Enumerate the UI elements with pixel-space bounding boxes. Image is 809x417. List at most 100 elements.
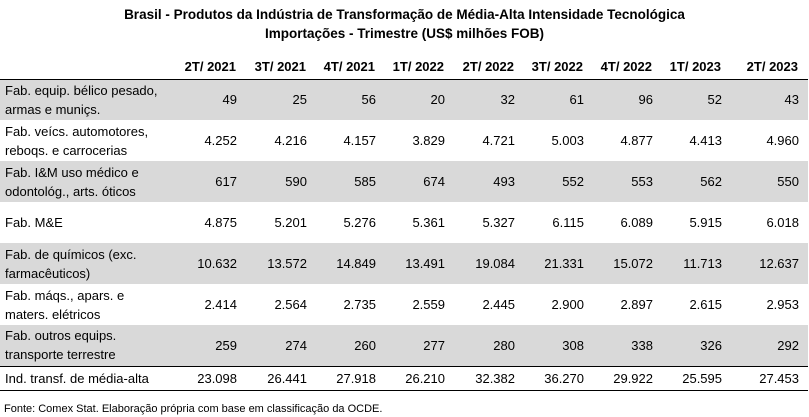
column-header: 2T/ 2023 [746,58,798,74]
value-cell: 32 [500,92,515,108]
value-cell: 4.875 [204,215,237,230]
value-cell: 2.445 [482,297,515,312]
value-cell: 2.897 [620,297,653,312]
value-cell: 6.115 [552,215,584,230]
row-label: Fab. de químicos (exc. farmacêuticos) [5,246,137,281]
value-cell: 493 [493,174,515,189]
value-cell: 292 [777,337,799,353]
value-cell: 2.953 [766,297,799,312]
value-cell: 15.072 [613,256,653,271]
value-cell: 674 [423,174,445,189]
column-header: 4T/ 2021 [323,58,375,74]
column-header: 1T/ 2023 [669,58,721,74]
value-cell: 4.157 [343,133,376,148]
total-value-cell: 26.210 [405,370,445,386]
value-cell: 553 [631,174,653,189]
column-header: 2T/ 2022 [462,58,514,74]
table-row: Fab. outros equips. transporte terrestre… [0,325,808,366]
column-header: 3T/ 2022 [531,58,583,74]
table-title: Brasil - Produtos da Indústria de Transf… [0,5,809,43]
value-cell: 2.900 [551,297,584,312]
value-cell: 274 [285,337,307,353]
value-cell: 5.201 [274,215,307,230]
total-value-cell: 36.270 [544,370,584,386]
table-row: Fab. de químicos (exc. farmacêuticos) 10.… [0,243,808,284]
header-corner [0,54,168,79]
value-cell: 338 [631,337,653,353]
imports-table: 2T/ 2021 3T/ 2021 4T/ 2021 1T/ 2022 2T/ … [0,54,808,391]
value-cell: 260 [354,337,376,353]
column-header: 3T/ 2021 [254,58,306,74]
row-label: Fab. M&E [5,215,63,230]
value-cell: 2.559 [412,297,445,312]
total-value-cell: 29.922 [613,370,653,386]
total-value-cell: 32.382 [475,370,515,386]
value-cell: 43 [784,92,799,108]
value-cell: 5.327 [482,215,515,230]
value-cell: 552 [562,174,584,189]
value-cell: 13.572 [267,256,307,271]
value-cell: 2.414 [204,297,237,312]
value-cell: 6.018 [766,215,799,230]
value-cell: 4.413 [689,133,722,148]
value-cell: 61 [569,92,584,108]
value-cell: 590 [285,174,307,189]
value-cell: 96 [638,92,653,108]
value-cell: 12.637 [759,256,799,271]
value-cell: 13.491 [405,256,445,271]
value-cell: 10.632 [197,256,237,271]
value-cell: 4.216 [274,133,307,148]
value-cell: 277 [423,337,445,353]
value-cell: 56 [361,92,376,108]
value-cell: 280 [493,337,515,353]
value-cell: 52 [707,92,722,108]
value-cell: 2.735 [343,297,376,312]
total-row: Ind. transf. de média-alta 23.098 26.441 27… [0,366,808,390]
column-header: 1T/ 2022 [392,58,444,74]
value-cell: 49 [222,92,237,108]
table-body: Fab. equip. bélico pesado, armas e muniç… [0,79,808,390]
total-value-cell: 27.453 [759,370,799,386]
row-label: Fab. máqs., apars. e maters. elétricos [5,287,125,322]
value-cell: 19.084 [475,256,515,271]
table-row: Fab. I&M uso médico e odontológ., arts. … [0,161,808,202]
value-cell: 5.915 [689,215,722,230]
value-cell: 2.615 [689,297,722,312]
row-label: Fab. veícs. automotores, reboqs. e carro… [5,123,149,158]
value-cell: 259 [215,337,237,353]
value-cell: 25 [292,92,307,108]
value-cell: 326 [700,337,722,353]
total-value-cell: 26.441 [267,370,307,386]
value-cell: 5.276 [343,215,376,230]
table-row: Fab. equip. bélico pesado, armas e muniç… [0,79,808,120]
value-cell: 4.721 [482,133,515,148]
row-label: Fab. outros equips. transporte terrestre [5,328,117,363]
header-row: 2T/ 2021 3T/ 2021 4T/ 2021 1T/ 2022 2T/ … [0,54,808,79]
total-value-cell: 23.098 [197,370,237,386]
value-cell: 11.713 [683,256,722,271]
value-cell: 4.252 [204,133,237,148]
value-cell: 617 [215,174,237,189]
value-cell: 585 [354,174,376,189]
total-value-cell: 25.595 [682,370,722,386]
title-line-2: Importações - Trimestre (US$ milhões FOB… [264,26,545,41]
value-cell: 308 [562,337,584,353]
value-cell: 4.960 [766,133,799,148]
table-row: Fab. máqs., apars. e maters. elétricos 2.… [0,284,808,325]
title-line-1: Brasil - Produtos da Indústria de Transf… [124,7,685,22]
total-label: Ind. transf. de média-alta [5,370,149,386]
total-value-cell: 27.918 [336,370,376,386]
value-cell: 562 [700,174,722,189]
table-row: Fab. veícs. automotores, reboqs. e carro… [0,120,808,161]
row-label: Fab. I&M uso médico e odontológ., arts. … [5,164,139,199]
source-note: Fonte: Comex Stat. Elaboração própria co… [4,403,383,415]
value-cell: 5.003 [551,133,584,148]
value-cell: 550 [777,174,799,189]
table-row: Fab. M&E 4.875 5.201 5.276 5.361 5.327 6.115 6.… [0,202,808,243]
value-cell: 14.849 [336,256,376,271]
row-label: Fab. equip. bélico pesado, armas e muniç… [5,82,158,117]
value-cell: 5.361 [412,215,445,230]
column-header: 4T/ 2022 [600,58,652,74]
value-cell: 6.089 [620,215,653,230]
value-cell: 20 [430,92,445,108]
